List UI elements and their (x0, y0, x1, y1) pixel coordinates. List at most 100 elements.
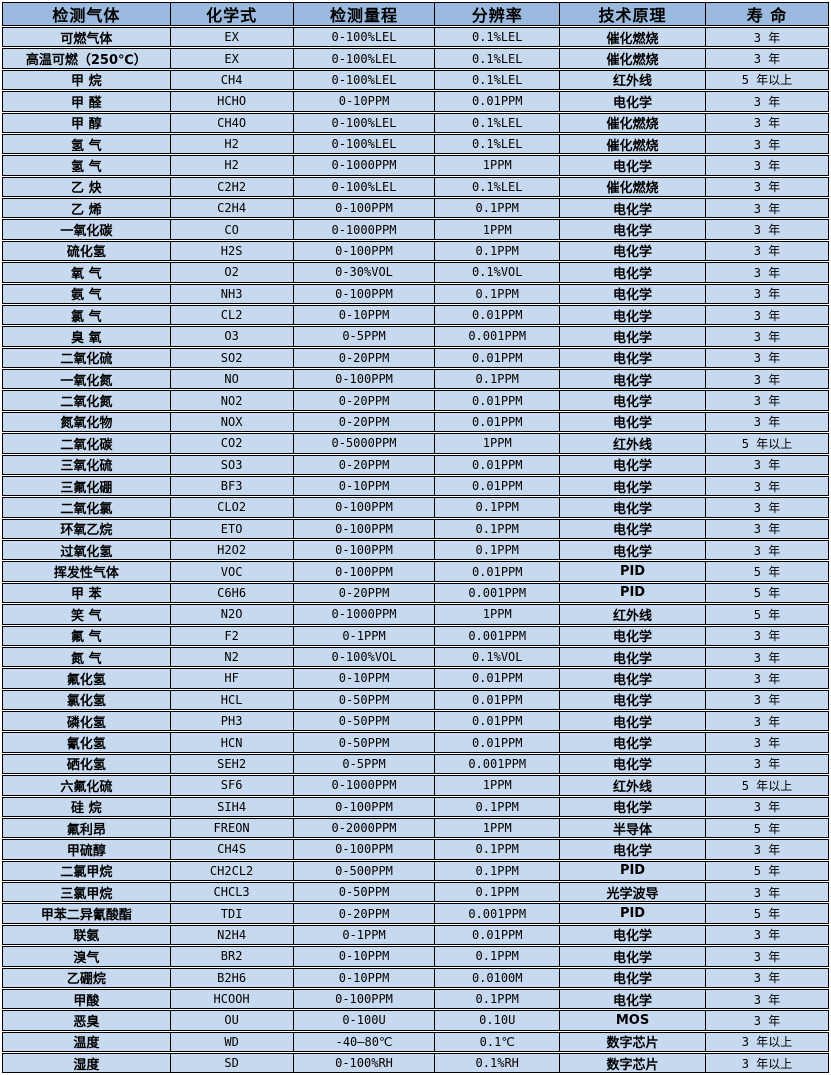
cell-range: 0-100%LEL (292, 134, 435, 154)
cell-resolution: 0.1%LEL (434, 177, 559, 196)
cell-principle: 催化燃烧 (559, 49, 705, 68)
cell-resolution: 0.01PPM (434, 690, 559, 709)
table-row: 挥发性气体 VOC 0-100PPM 0.01PPM PID 5 年 (2, 561, 829, 582)
cell-principle: 红外线 (559, 776, 705, 795)
cell-gas-name: 溴气 (73, 950, 100, 966)
cell-formula: EX (169, 28, 293, 47)
cell-range: 0-10PPM (292, 305, 435, 325)
table-row: 二氧化氯 CLO2 0-100PPM 0.1PPM 电化学 3 年 (2, 497, 829, 518)
cell-principle: 红外线 (559, 605, 705, 624)
cell-lifespan: 3 年 (705, 797, 828, 816)
cell-resolution: 0.0100M (434, 968, 559, 987)
cell-resolution: 0.01PPM (434, 669, 559, 688)
cell-gas-name: 甲 烷 (71, 74, 102, 90)
cell-lifespan: 3 年 (705, 284, 828, 303)
cell-gas-name: 乙硼烷 (66, 972, 106, 987)
cell-formula: H2O2 (169, 541, 293, 560)
cell-lifespan: 3 年 (705, 541, 828, 560)
cell-lifespan: 3 年 (705, 733, 828, 752)
cell-lifespan: 3 年 (705, 412, 828, 432)
cell-formula: WD (169, 1032, 293, 1051)
cell-formula: HCN (169, 733, 293, 752)
table-row: 恶臭 OU 0-100U 0.10U MOS 3 年 (2, 1010, 829, 1031)
header-cell: 检测量程 (292, 3, 435, 25)
cell-range: 0-5PPM (292, 754, 435, 774)
cell-resolution: 0.01PPM (434, 925, 559, 945)
cell-resolution: 0.001PPM (434, 626, 559, 645)
table-row: 联氨 N2H4 0-1PPM 0.01PPM 电化学 3 年 (2, 924, 829, 946)
cell-resolution: 1PPM (434, 818, 559, 838)
cell-gas-name: 氢 气 (71, 159, 102, 175)
table-row: 氨 气 NH3 0-100PPM 0.1PPM 电化学 3 年 (2, 283, 829, 304)
cell-range: 0-20PPM (292, 348, 435, 367)
cell-lifespan: 3 年 (705, 113, 828, 132)
cell-formula: N2O (169, 605, 293, 624)
cell-lifespan: 3 年 (705, 391, 828, 410)
cell-principle: 电化学 (559, 92, 705, 111)
cell-formula: FREON (169, 818, 293, 838)
cell-lifespan: 5 年 (705, 583, 828, 603)
table-row: 甲硫醇 CH4S 0-100PPM 0.1PPM 电化学 3 年 (2, 839, 829, 860)
cell-gas-name: 三氧化硫 (60, 459, 113, 474)
cell-gas-name: 二氯甲烷 (60, 865, 113, 880)
cell-principle: 光学波导 (559, 883, 705, 902)
cell-principle: PID (559, 562, 705, 581)
cell-principle: 红外线 (559, 434, 705, 453)
cell-range: 0-100%VOL (292, 647, 435, 667)
header-cell: 分辨率 (434, 3, 559, 25)
cell-formula: CLO2 (169, 498, 293, 517)
cell-resolution: 0.1PPM (434, 370, 559, 389)
cell-lifespan: 3 年 (705, 947, 828, 966)
cell-range: 0-30%VOL (292, 263, 435, 282)
cell-lifespan: 3 年 (705, 455, 828, 474)
cell-principle: PID (559, 583, 705, 603)
cell-gas-name: 硅 烷 (71, 801, 102, 816)
cell-resolution: 0.1PPM (434, 498, 559, 517)
cell-range: 0-1PPM (292, 925, 435, 945)
cell-formula: NH3 (169, 284, 293, 303)
cell-principle: 催化燃烧 (559, 134, 705, 154)
cell-formula: HCHO (169, 92, 293, 111)
cell-lifespan: 3 年 (705, 498, 828, 517)
cell-formula: H2 (169, 134, 293, 154)
cell-gas-name: 甲硫醇 (66, 843, 106, 859)
cell-formula: PH3 (169, 712, 293, 731)
cell-principle: 电化学 (559, 412, 705, 432)
cell-formula: CH4O (169, 113, 293, 132)
cell-resolution: 0.01PPM (434, 712, 559, 731)
cell-lifespan: 3 年 (705, 241, 828, 261)
cell-gas-name: 硫化氢 (66, 245, 106, 261)
cell-gas-name: 甲酸 (73, 993, 100, 1009)
cell-gas-name: 氰化氢 (66, 737, 106, 752)
table-row: 硒化氢 SEH2 0-5PPM 0.001PPM 电化学 3 年 (2, 753, 829, 775)
cell-lifespan: 3 年 (705, 370, 828, 389)
header-cell: 寿 命 (705, 3, 828, 25)
cell-lifespan: 3 年 (705, 327, 828, 346)
cell-resolution: 0.1PPM (434, 199, 559, 218)
cell-gas-name: 氟 气 (71, 630, 102, 645)
cell-resolution: 1PPM (434, 605, 559, 624)
cell-formula: C2H4 (169, 199, 293, 218)
cell-range: 0-100PPM (292, 989, 435, 1009)
cell-gas-name: 氟化氢 (66, 672, 106, 688)
cell-principle: PID (559, 861, 705, 880)
table-row: 笑 气 N2O 0-1000PPM 1PPM 红外线 5 年 (2, 604, 829, 625)
cell-range: 0-100PPM (292, 498, 435, 517)
cell-gas-name: 氢 气 (71, 138, 102, 154)
cell-principle: 电化学 (559, 263, 705, 282)
cell-principle: 电化学 (559, 733, 705, 752)
cell-formula: N2 (169, 647, 293, 667)
table-row: 二氧化氮 NO2 0-20PPM 0.01PPM 电化学 3 年 (2, 390, 829, 411)
table-row: 氧 气 O2 0-30%VOL 0.1%VOL 电化学 3 年 (2, 262, 829, 283)
cell-principle: 电化学 (559, 669, 705, 688)
cell-gas-name: 二氧化碳 (60, 437, 113, 453)
cell-principle: 电化学 (559, 199, 705, 218)
table-row: 甲酸 HCOOH 0-100PPM 0.1PPM 电化学 3 年 (2, 988, 829, 1010)
cell-lifespan: 3 年 (705, 28, 828, 47)
cell-formula: H2S (169, 241, 293, 261)
cell-resolution: 0.1%LEL (434, 49, 559, 68)
cell-lifespan: 3 年 (705, 754, 828, 774)
cell-range: 0-100PPM (292, 241, 435, 261)
cell-range: 0-100U (292, 1011, 435, 1030)
table-row: 高温可燃（250℃） EX 0-100%LEL 0.1%LEL 催化燃烧 3 年 (2, 48, 829, 69)
